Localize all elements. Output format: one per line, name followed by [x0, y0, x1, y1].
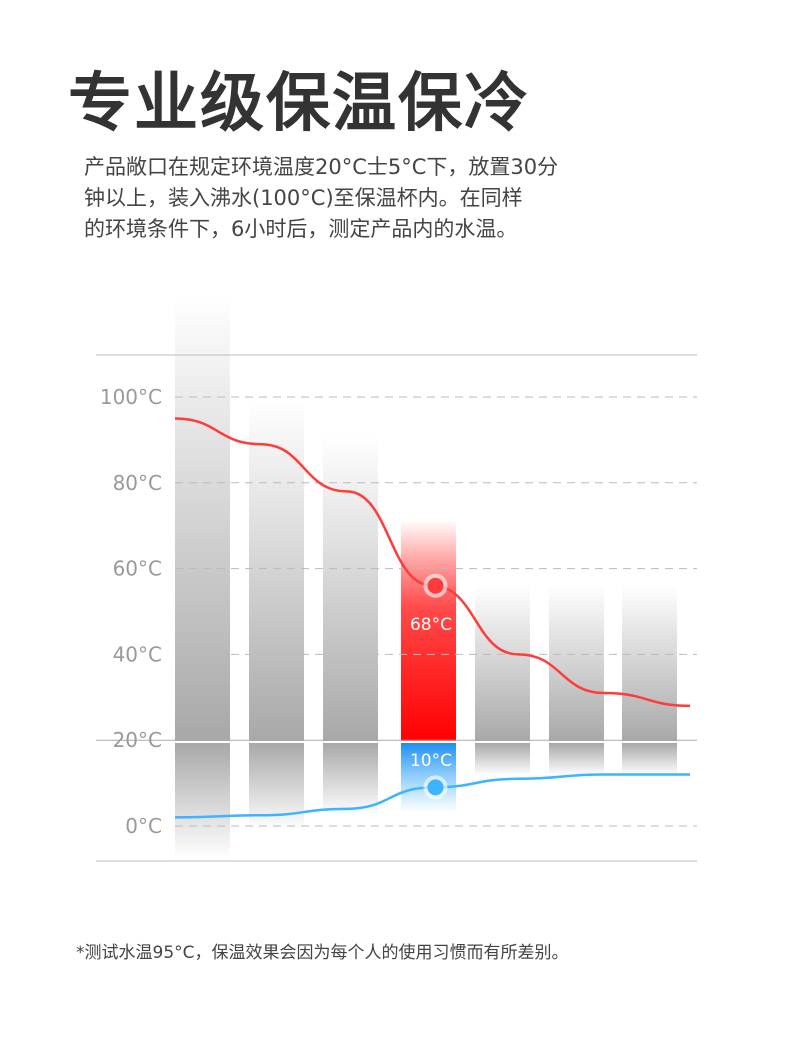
bar-lower: [249, 743, 304, 830]
bar-upper: [323, 435, 378, 741]
bar-upper: [549, 585, 604, 741]
bar-lower: [549, 743, 604, 775]
y-tick-label: 60°C: [113, 557, 162, 581]
y-tick-label: 100°C: [100, 385, 162, 409]
highlight-label-cold: 10°C: [410, 751, 452, 771]
bar-upper: [475, 585, 530, 741]
bar-upper: [622, 585, 677, 741]
description: 产品敞口在规定环境温度20°C士5°C下，放置30分 钟以上，装入沸水(100°…: [84, 152, 644, 245]
data-point: [427, 577, 444, 594]
bar-lower: [323, 743, 378, 815]
bar-upper: [249, 400, 304, 741]
description-line: 的环境条件下，6小时后，测定产品内的水温。: [84, 217, 518, 241]
bar-lower: [175, 743, 230, 858]
bar-lower: [475, 743, 530, 775]
y-tick-label: 0°C: [125, 814, 162, 838]
bar-upper: [175, 295, 230, 741]
bar-upper-highlight: [401, 520, 456, 741]
footnote: *测试水温95°C，保温效果会因为每个人的使用习惯而有所差别。: [76, 943, 569, 963]
page-title: 专业级保温保冷: [68, 67, 530, 141]
data-point: [427, 779, 444, 796]
highlight-label-hot: 68°C: [410, 615, 452, 635]
description-line: 产品敞口在规定环境温度20°C士5°C下，放置30分: [84, 155, 559, 179]
bar-lower: [622, 743, 677, 775]
y-tick-label: 80°C: [113, 471, 162, 495]
y-tick-label: 20°C: [113, 728, 162, 752]
y-tick-label: 40°C: [113, 642, 162, 666]
description-line: 钟以上，装入沸水(100°C)至保温杯内。在同样: [84, 186, 523, 210]
